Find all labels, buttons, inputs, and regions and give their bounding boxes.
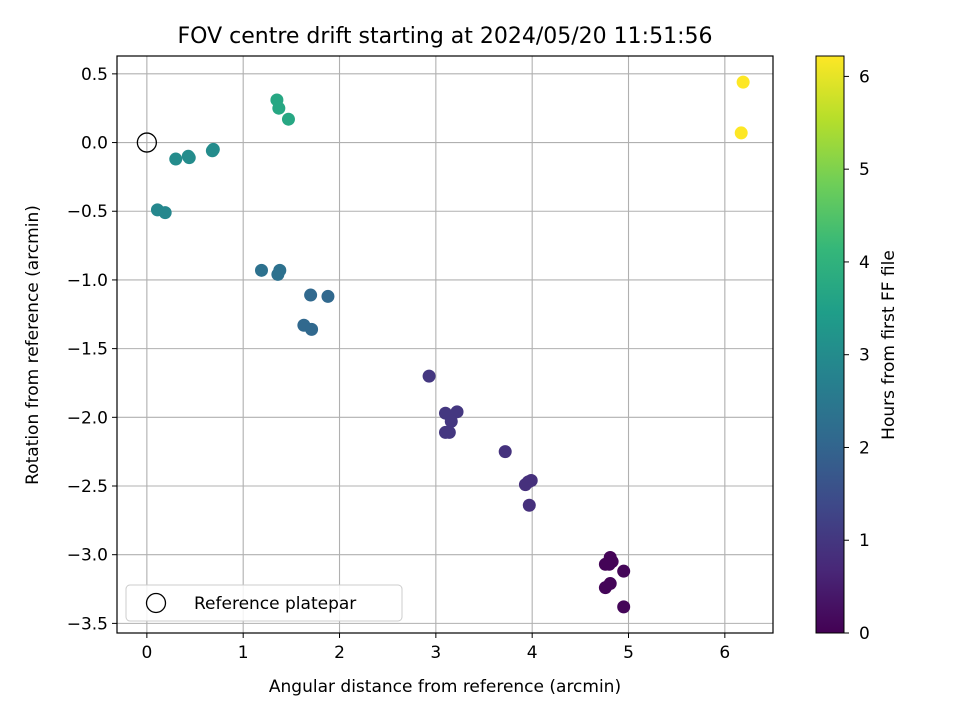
scatter-point <box>158 206 172 220</box>
grid <box>117 56 773 633</box>
scatter-point <box>321 289 335 303</box>
legend-entry-label: Reference platepar <box>194 594 356 614</box>
x-axis-ticks: 0 1 2 3 4 5 6 <box>141 633 730 663</box>
legend-box <box>125 584 403 622</box>
scatter-point <box>444 414 458 428</box>
scatter-point <box>272 101 286 115</box>
colorbar-ticks: 0 1 2 3 4 5 6 <box>844 67 870 644</box>
scatter-point <box>305 322 319 336</box>
scatter-point <box>182 151 196 165</box>
y-axis-ticks: 0.5 0.0 −0.5 −1.0 −1.5 −2.0 −2.5 −3.0 −3.5 <box>67 65 117 634</box>
plot-frame <box>116 55 774 634</box>
x-tick-label: 5 <box>623 643 634 663</box>
scatter-point <box>603 577 617 591</box>
colorbar-tick-label: 3 <box>859 346 870 366</box>
scatter-point <box>522 498 536 512</box>
scatter-point <box>602 557 616 571</box>
y-tick-label: 0.0 <box>81 134 108 154</box>
scatter-point <box>273 263 287 277</box>
scatter-point <box>169 152 183 166</box>
scatter-point <box>254 263 268 277</box>
legend-reference-marker <box>145 592 167 614</box>
colorbar-tick-label: 4 <box>859 253 870 273</box>
colorbar: 0 1 2 3 4 5 6 Hours from first FF file <box>815 55 899 644</box>
scatter-point <box>206 142 220 156</box>
y-tick-label: −3.5 <box>67 614 108 634</box>
scatter-point <box>524 474 538 488</box>
x-tick-label: 3 <box>430 643 441 663</box>
y-tick-label: 0.5 <box>81 65 108 85</box>
x-tick-label: 4 <box>527 643 538 663</box>
y-axis-label: Rotation from reference (arcmin) <box>23 205 43 485</box>
x-tick-label: 6 <box>719 643 730 663</box>
colorbar-tick-label: 5 <box>859 160 870 180</box>
scatter-point <box>736 75 750 89</box>
reference-platepar-marker <box>136 132 158 153</box>
chart-title: FOV centre drift starting at 2024/05/20 … <box>178 24 713 49</box>
y-tick-label: −1.0 <box>67 271 108 291</box>
scatter-point <box>734 126 748 140</box>
colorbar-label: Hours from first FF file <box>879 250 899 440</box>
scatter-point <box>498 445 512 459</box>
colorbar-tick-label: 6 <box>859 67 870 87</box>
y-tick-label: −1.5 <box>67 340 108 360</box>
y-tick-label: −3.0 <box>67 546 108 566</box>
scatter-point <box>442 425 456 439</box>
y-tick-label: −2.5 <box>67 477 108 497</box>
x-tick-label: 1 <box>238 643 249 663</box>
colorbar-tick-label: 1 <box>859 531 870 551</box>
x-tick-label: 2 <box>334 643 345 663</box>
x-tick-label: 0 <box>141 643 152 663</box>
data-points <box>136 75 750 614</box>
scatter-point <box>617 564 631 578</box>
scatter-point <box>450 405 464 419</box>
y-tick-label: −0.5 <box>67 202 108 222</box>
y-tick-label: −2.0 <box>67 408 108 428</box>
scatter-point <box>617 600 631 614</box>
scatter-point <box>422 369 436 383</box>
colorbar-gradient <box>815 55 845 634</box>
legend: Reference platepar <box>125 584 403 622</box>
colorbar-tick-label: 2 <box>859 438 870 458</box>
colorbar-tick-label: 0 <box>859 624 870 644</box>
scatter-point <box>304 288 318 302</box>
x-axis-label: Angular distance from reference (arcmin) <box>269 677 621 697</box>
scatter-point <box>281 112 295 126</box>
